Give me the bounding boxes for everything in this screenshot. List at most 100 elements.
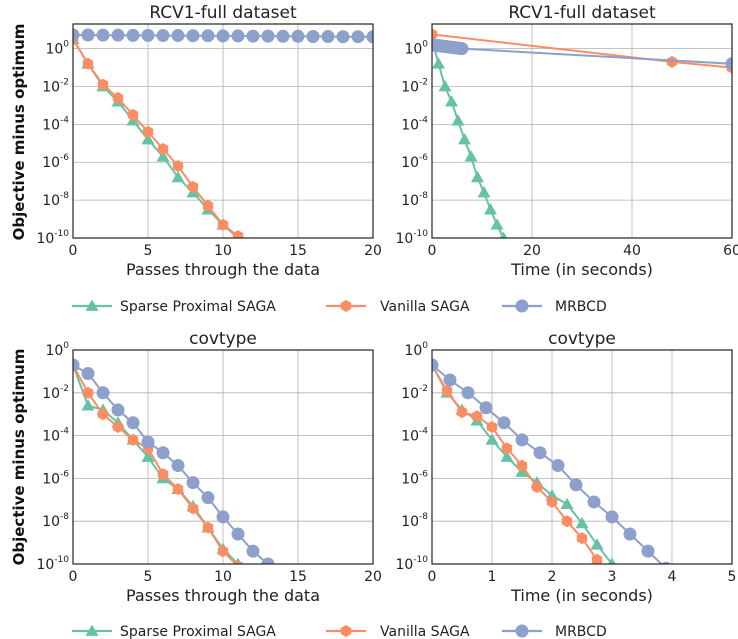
legend-item: Vanilla SAGA [326,299,470,315]
data-point-circle [156,446,170,460]
legend-item: Sparse Proximal SAGA [72,299,276,315]
data-point-circle [276,29,290,43]
data-point-triangle [499,231,508,238]
legend-label: Sparse Proximal SAGA [120,624,276,639]
data-point-triangle [458,133,471,145]
x-tick-label: 20 [364,569,382,585]
series-group [432,358,671,564]
data-point-hexagon [202,521,214,534]
data-point-circle [126,28,140,42]
data-point-hexagon [97,408,109,421]
data-point-circle [171,459,185,473]
legend-label: Vanilla SAGA [380,299,470,315]
data-point-hexagon [531,481,543,493]
data-point-circle [351,30,365,44]
y-tick-label: 10-2 [42,77,69,95]
data-point-triangle [608,557,616,564]
y-tick-label: 10-4 [42,115,69,133]
x-tick-label: 3 [608,569,617,585]
series-line-hexagon [432,364,598,561]
y-tick-label: 100 [404,341,428,359]
data-point-circle [497,416,511,430]
data-point-hexagon [501,442,513,455]
data-point-triangle [156,150,170,162]
data-point-hexagon [112,421,124,433]
legend-marker-triangle [85,624,99,636]
legend-marker-hexagon [340,625,352,637]
data-point-hexagon [142,125,154,138]
data-point-circle [306,29,320,43]
legend-marker-triangle [85,299,99,311]
chart-panel-3: 0 5 10 15 20 100 10-2 10-4 10-6 10-8 10-10 covtype P… [36,329,381,605]
data-point-circle [201,29,215,43]
data-point-circle [336,30,350,44]
legend-label: MRBCD [555,299,607,315]
plot-frame [72,23,374,239]
y-tick-label: 10-10 [395,229,428,247]
data-point-circle [291,29,305,43]
data-point-hexagon [471,410,483,423]
data-point-hexagon [157,468,169,481]
data-point-circle [479,401,493,415]
x-tick-label: 2 [548,569,557,585]
data-point-hexagon [127,433,139,446]
data-point-circle [261,557,275,564]
legend-top: Sparse Proximal SAGA Vanilla SAGA MRBCD [72,299,607,315]
x-tick-label: 5 [144,243,153,259]
data-point-circle [186,29,200,43]
y-tick-label: 100 [45,341,69,359]
y-tick-label: 10-2 [401,77,428,95]
data-point-circle [81,367,95,381]
y-tick-label: 10-8 [401,512,428,530]
data-point-triangle [451,114,465,126]
data-point-triangle [445,95,458,107]
plot-frame [431,23,733,239]
y-tick-label: 10-4 [401,115,428,133]
data-point-circle [533,446,547,460]
data-point-hexagon [112,91,124,104]
data-point-circle [455,42,469,56]
series-line-triangle [73,38,239,238]
data-point-triangle [575,516,589,529]
data-point-circle [623,527,637,541]
data-point-circle [432,358,439,372]
y-axis-label-top: Objective minus optimum [10,24,28,241]
y-tick-label: 10-2 [42,384,69,402]
x-tick-label: 5 [728,569,737,585]
y-tick-label: 10-8 [42,191,69,209]
y-tick-label: 100 [404,40,428,58]
x-tick-label: 40 [623,243,641,259]
y-tick-label: 10-4 [42,427,69,445]
data-point-circle [216,29,230,43]
data-point-triangle [484,203,497,215]
data-point-hexagon [516,459,528,472]
chart-title: covtype [548,329,616,349]
data-point-triangle [464,150,478,162]
data-point-triangle [485,433,499,445]
legend-marker-circle [515,299,529,313]
data-point-hexagon [202,199,214,212]
data-point-hexagon [232,560,244,564]
data-point-triangle [141,450,155,462]
data-point-hexagon [187,502,199,515]
data-point-hexagon [82,57,94,70]
plot-frame [72,349,374,565]
series-group [73,358,275,564]
y-axis-label-bottom: Objective minus optimum [10,349,28,566]
data-point-circle [96,386,110,400]
data-point-hexagon [666,55,678,68]
legend-label: MRBCD [555,624,607,639]
data-point-circle [587,495,601,509]
data-point-circle [725,57,732,71]
data-point-hexagon [157,143,169,155]
x-tick-label: 60 [723,243,738,259]
y-tick-label: 100 [45,40,69,58]
data-point-circle [321,29,335,43]
y-tick-label: 10-8 [401,191,428,209]
data-point-circle [261,29,275,43]
x-tick-label: 20 [364,243,382,259]
x-axis-label: Passes through the data [126,260,320,279]
data-point-circle [231,527,245,541]
x-axis-label: Time (in seconds) [510,260,653,279]
data-point-circle [641,544,655,558]
